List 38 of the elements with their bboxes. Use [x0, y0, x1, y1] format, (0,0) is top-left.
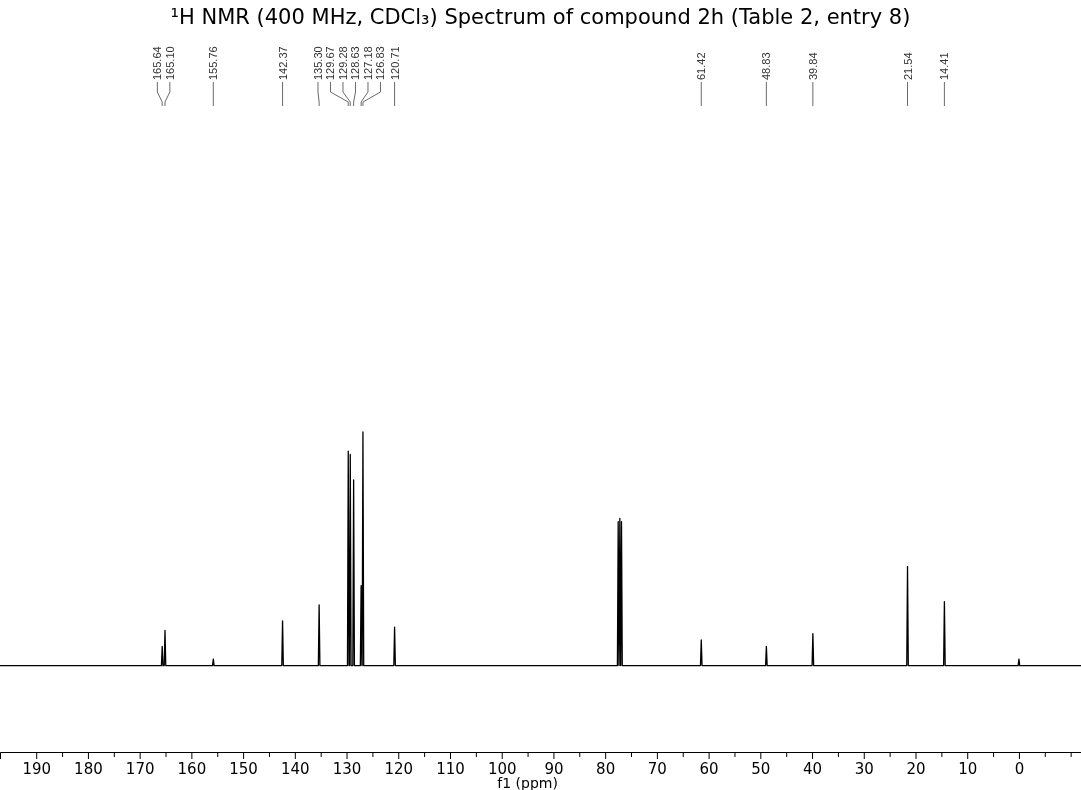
x-tick-label: 150: [229, 760, 258, 778]
annotation: 14.41: [938, 52, 951, 80]
annotation: 120.71: [388, 46, 401, 80]
x-tick-label: 190: [22, 760, 52, 778]
x-tick-label: 130: [332, 760, 362, 778]
annotation: 129.28: [336, 46, 349, 80]
x-tick-label: 70: [647, 760, 667, 778]
annotation: 155.76: [207, 46, 220, 80]
x-tick-label: 40: [803, 760, 823, 778]
x-tick-label: 110: [436, 760, 465, 778]
annotation: 165.10: [163, 46, 176, 80]
x-tick-label: 20: [906, 760, 926, 778]
x-tick-label: 50: [751, 760, 771, 778]
annotation: 21.54: [901, 52, 914, 80]
annotation: 61.42: [695, 52, 708, 80]
x-tick-label: 10: [958, 760, 978, 778]
annotation: 165.64: [151, 46, 164, 80]
x-tick-label: 60: [699, 760, 719, 778]
annotation: 127.18: [361, 46, 374, 80]
annotation: 39.84: [806, 52, 819, 80]
x-tick-label: 170: [125, 760, 155, 778]
x-tick-label: 180: [74, 760, 103, 778]
chart-title: ¹H NMR (400 MHz, CDCl₃) Spectrum of compound 2h (Table 2, entry 8): [170, 5, 911, 29]
x-tick-label: 100: [487, 760, 517, 778]
annotation: 135.30: [311, 46, 324, 80]
annotation: 142.37: [276, 46, 289, 80]
x-tick-label: 140: [281, 760, 310, 778]
annotation: 48.83: [760, 52, 773, 80]
annotation: 126.83: [374, 46, 387, 80]
x-tick-label: 160: [177, 760, 207, 778]
x-tick-label: 30: [854, 760, 874, 778]
annotation: 128.63: [349, 46, 362, 80]
x-axis-title: f1 (ppm): [497, 775, 558, 790]
x-tick-label: 90: [544, 760, 564, 778]
x-tick-label: 120: [384, 760, 414, 778]
annotation: 129.67: [324, 46, 337, 80]
x-tick-label: 0: [1014, 760, 1025, 778]
x-tick-label: 80: [596, 760, 616, 778]
